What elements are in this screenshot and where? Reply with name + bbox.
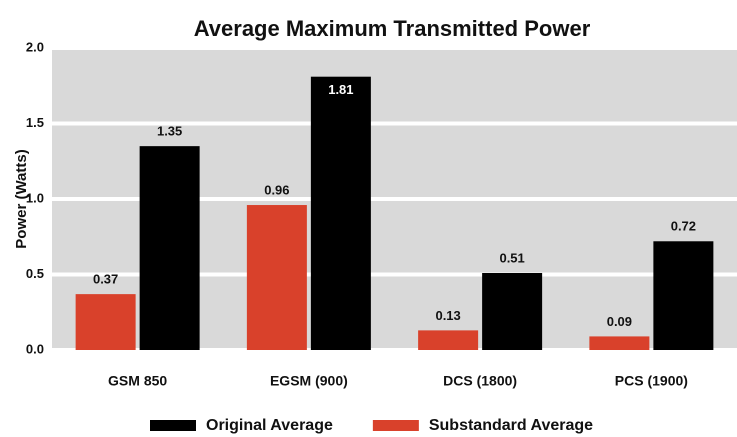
- y-tick-label: 1.5: [26, 115, 44, 130]
- bar: [139, 146, 200, 350]
- x-tick-label: GSM 850: [108, 373, 167, 389]
- y-tick-label: 1.0: [26, 190, 44, 205]
- y-axis-label: Power (Watts): [13, 149, 30, 248]
- x-tick-label: PCS (1900): [615, 373, 688, 389]
- bar: [310, 76, 371, 350]
- legend-swatch: [372, 420, 419, 431]
- bar: [653, 241, 714, 350]
- bar: [589, 336, 650, 350]
- bar: [482, 272, 543, 350]
- x-tick-label: EGSM (900): [270, 373, 348, 389]
- data-label: 0.13: [435, 308, 460, 323]
- legend-label: Substandard Average: [429, 417, 593, 434]
- data-label: 0.37: [93, 272, 118, 287]
- bar: [75, 294, 136, 350]
- legend-swatch: [150, 420, 196, 431]
- data-label: 0.51: [499, 250, 524, 265]
- legend-label: Original Average: [206, 417, 333, 434]
- data-label: 0.72: [671, 219, 696, 234]
- data-label: 1.35: [157, 124, 182, 139]
- y-tick-label: 2.0: [26, 39, 44, 54]
- bar: [246, 205, 307, 350]
- data-label: 0.09: [607, 314, 632, 329]
- chart-title: Average Maximum Transmitted Power: [194, 16, 591, 41]
- y-tick-label: 0.5: [26, 266, 44, 281]
- y-tick-label: 0.0: [26, 341, 44, 356]
- data-label: 0.96: [264, 182, 289, 197]
- data-label: 1.81: [328, 82, 353, 97]
- x-tick-label: DCS (1800): [443, 373, 517, 389]
- bar: [418, 330, 479, 350]
